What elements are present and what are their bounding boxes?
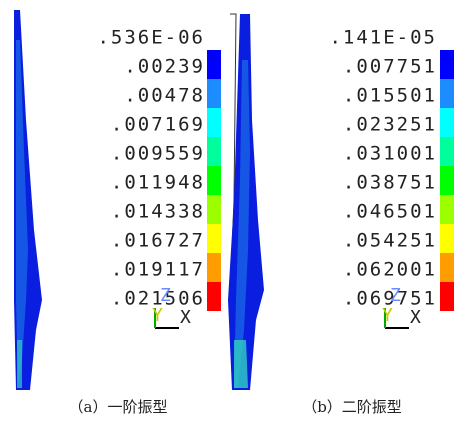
legend-label: .009559: [111, 143, 205, 165]
legend-swatch: [207, 50, 221, 79]
legend-swatch: [440, 108, 454, 137]
legend-label: .031001: [343, 143, 437, 165]
legend-label: .054251: [343, 230, 437, 252]
legend-swatch: [440, 137, 454, 166]
triad-x: X: [410, 307, 421, 328]
blade-b: [228, 14, 264, 390]
legend-swatch: [207, 166, 221, 195]
triad-y: Y: [152, 305, 163, 326]
caption: （b）二阶振型: [302, 398, 402, 416]
triad-x: X: [180, 307, 191, 328]
legend-label: .019117: [111, 259, 205, 281]
legend-swatch: [207, 282, 221, 311]
triad-y: Y: [382, 305, 393, 326]
legend-label: .014338: [111, 201, 205, 223]
legend-swatch: [440, 224, 454, 253]
legend-label: .00239: [124, 56, 205, 78]
legend-label: .016727: [111, 230, 205, 252]
legend-swatch: [207, 108, 221, 137]
legend-label: .023251: [343, 114, 437, 136]
legend-swatch: [207, 195, 221, 224]
legend-label: .00478: [124, 85, 205, 107]
legend-swatch: [440, 79, 454, 108]
legend-swatch: [207, 224, 221, 253]
legend-label: .015501: [343, 85, 437, 107]
triad-z: Z: [390, 285, 401, 306]
legend-swatch: [440, 50, 454, 79]
legend-label: .141E-05: [329, 27, 437, 49]
legend-swatch: [207, 253, 221, 282]
legend-swatch: [440, 282, 454, 311]
legend-swatch: [440, 253, 454, 282]
caption: （a）一阶振型: [69, 398, 168, 416]
legend-label: .062001: [343, 259, 437, 281]
legend-label: .046501: [343, 201, 437, 223]
blade-a: [14, 10, 42, 390]
legend-label: .007751: [343, 56, 437, 78]
legend-swatch: [440, 195, 454, 224]
legend-label: .011948: [111, 172, 205, 194]
legend-swatch: [207, 137, 221, 166]
legend-label: .536E-06: [97, 27, 205, 49]
triad-z: Z: [160, 285, 171, 306]
legend-swatch: [440, 166, 454, 195]
legend-label: .038751: [343, 172, 437, 194]
legend-swatch: [207, 79, 221, 108]
legend-label: .007169: [111, 114, 205, 136]
figure: .536E-06 .00239 .00478 .007169 .009559 .01194…: [0, 0, 458, 422]
